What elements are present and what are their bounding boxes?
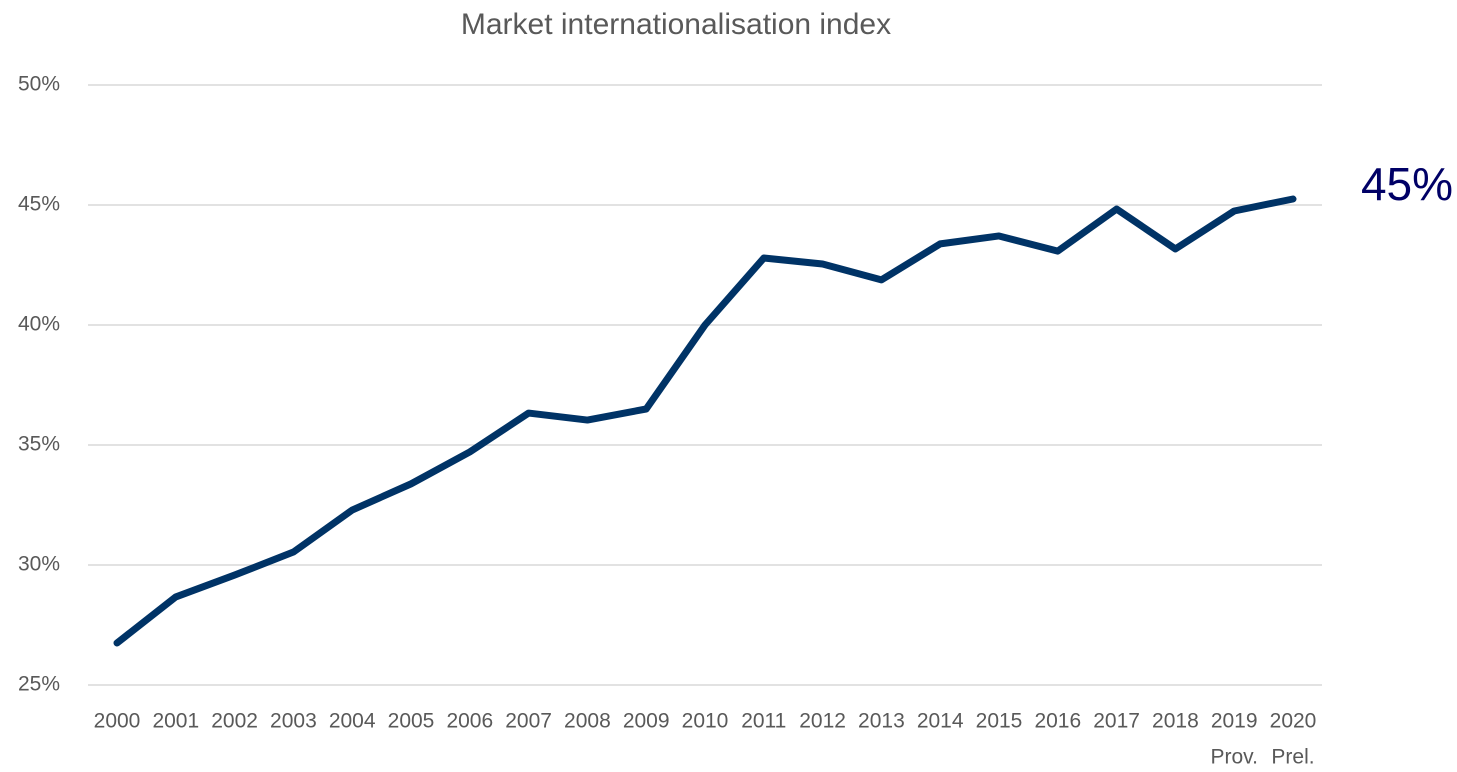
- x-tick-label: 2008: [564, 710, 611, 733]
- x-tick-label: 2020: [1270, 710, 1317, 733]
- x-tick-label: 2003: [270, 710, 317, 733]
- x-tick-label: 2013: [858, 710, 905, 733]
- x-tick-label: 2001: [152, 710, 199, 733]
- x-tick-label: 2004: [329, 710, 376, 733]
- x-tick-label: 2019: [1211, 710, 1258, 733]
- x-tick-label: 2011: [741, 710, 786, 733]
- y-tick-label: 45%: [18, 193, 60, 216]
- x-tick-note: Prov.: [1210, 746, 1257, 769]
- x-tick-label: 2000: [94, 710, 141, 733]
- x-tick-label: 2015: [976, 710, 1023, 733]
- x-tick-label: 2016: [1034, 710, 1081, 733]
- x-tick-note: Prel.: [1271, 746, 1314, 769]
- chart-title: Market internationalisation index: [461, 8, 891, 41]
- x-tick-label: 2005: [388, 710, 435, 733]
- x-tick-label: 2017: [1093, 710, 1140, 733]
- data-line: [113, 195, 1297, 647]
- x-tick-label: 2009: [623, 710, 670, 733]
- x-tick-label: 2012: [799, 710, 846, 733]
- y-tick-label: 50%: [18, 73, 60, 96]
- x-tick-label: 2002: [211, 710, 258, 733]
- x-tick-label: 2006: [446, 710, 493, 733]
- x-tick-label: 2007: [505, 710, 552, 733]
- y-tick-label: 40%: [18, 313, 60, 336]
- x-tick-label: 2010: [682, 710, 729, 733]
- x-tick-label: 2018: [1152, 710, 1199, 733]
- y-tick-label: 35%: [18, 433, 60, 456]
- y-tick-label: 25%: [18, 673, 60, 696]
- value-label: 45%: [1361, 158, 1453, 210]
- x-tick-label: 2014: [917, 710, 964, 733]
- y-tick-label: 30%: [18, 553, 60, 576]
